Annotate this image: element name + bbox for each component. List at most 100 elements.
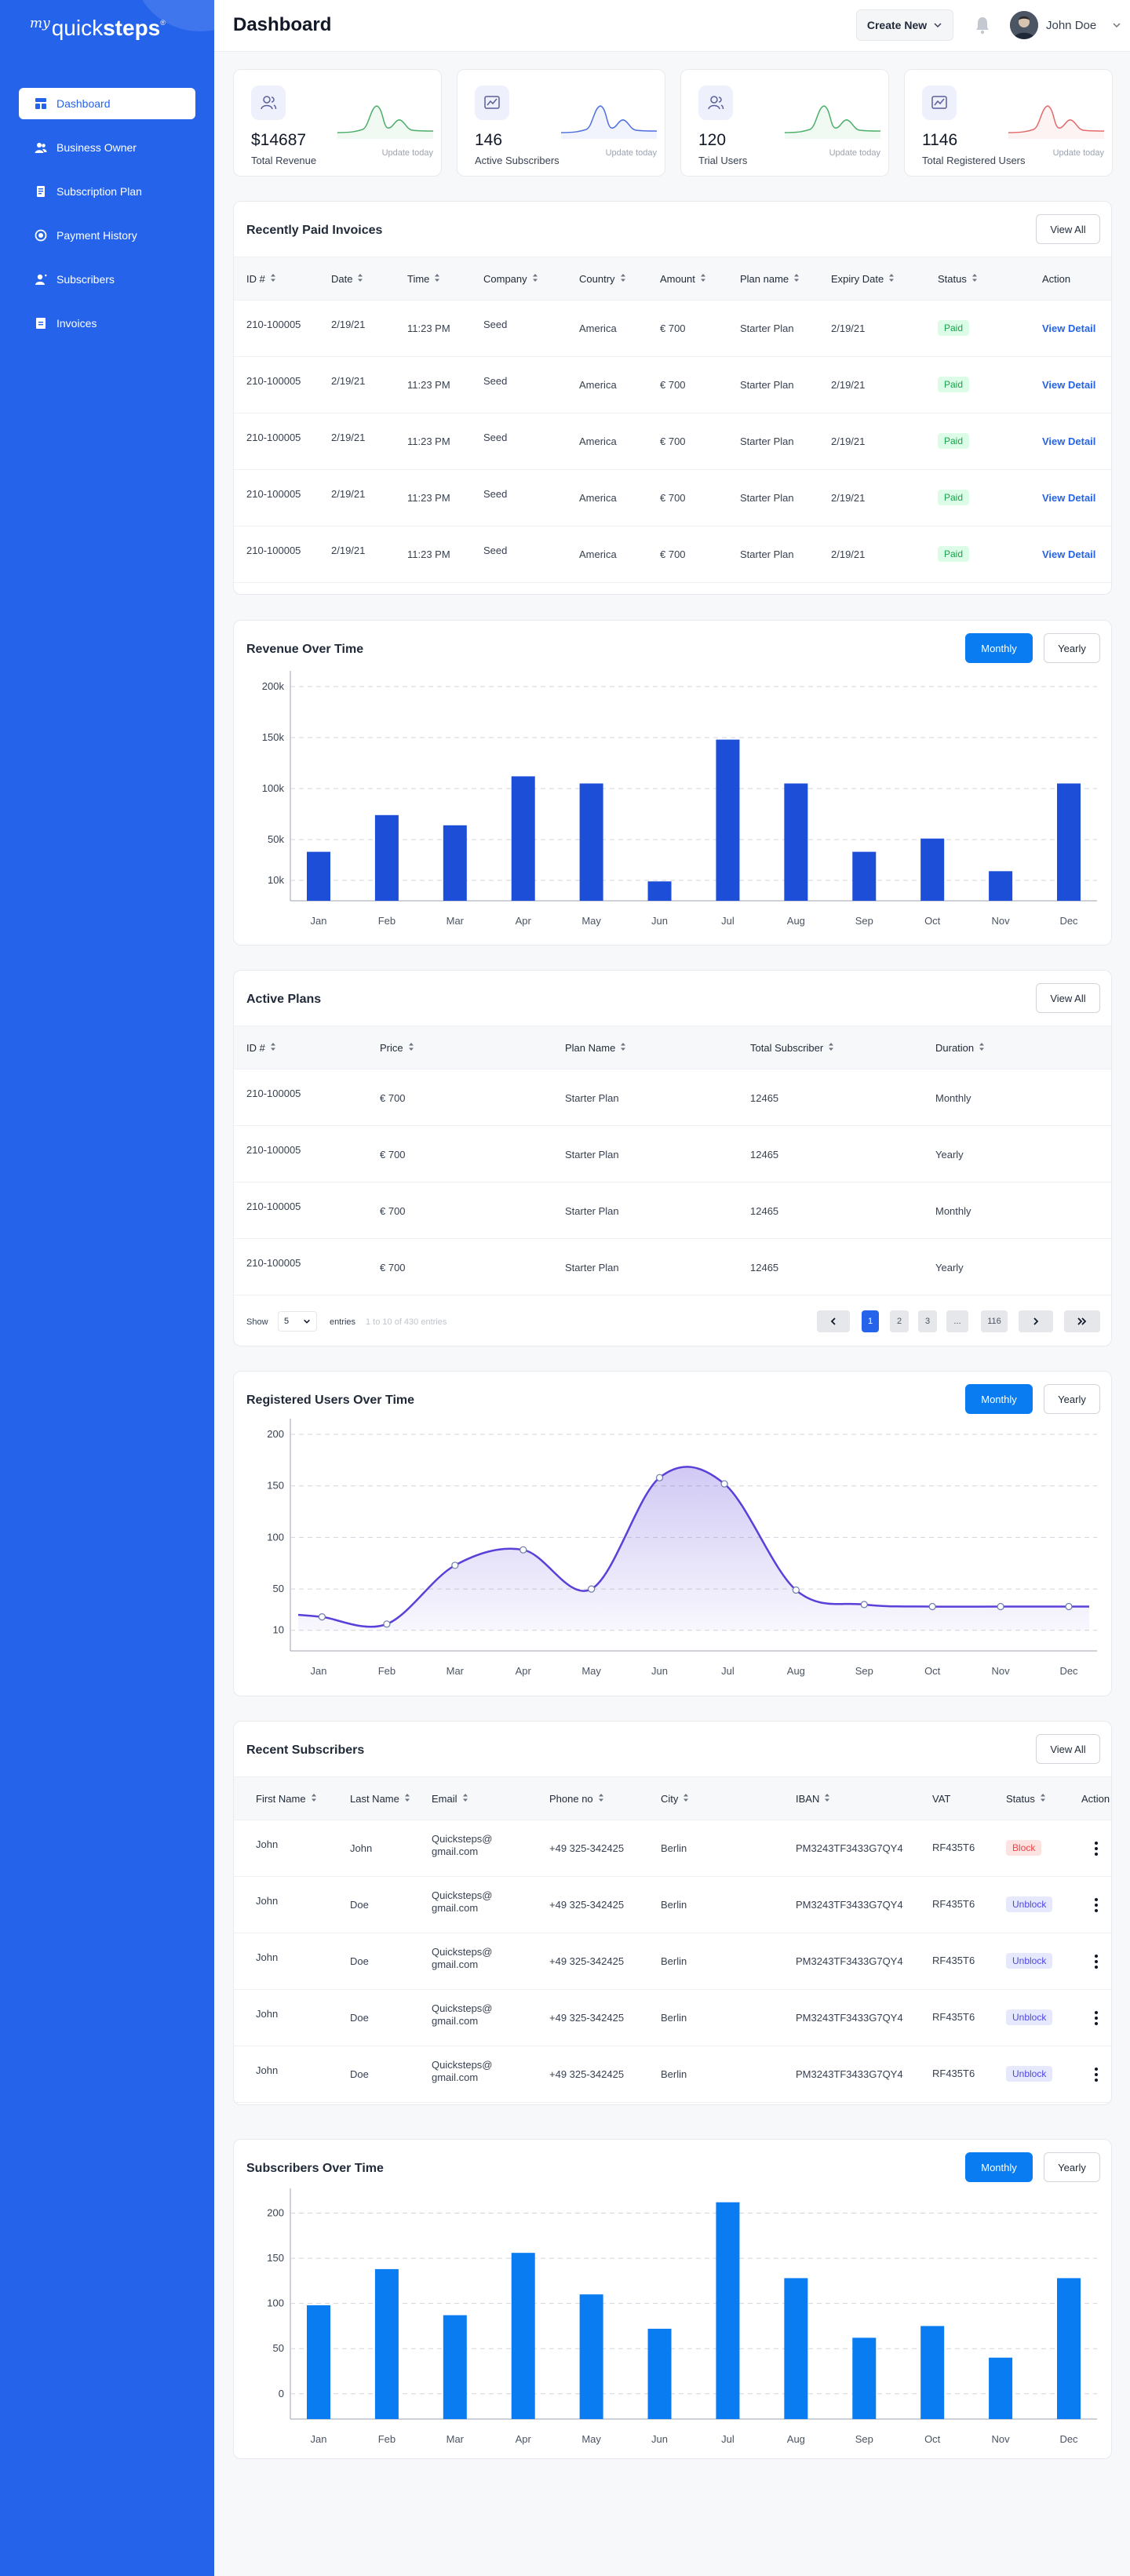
bar[interactable] <box>716 2202 740 2419</box>
last-page-button[interactable] <box>1064 1310 1100 1332</box>
data-point[interactable] <box>860 1601 868 1609</box>
bar[interactable] <box>511 2253 535 2419</box>
bar[interactable] <box>784 2278 808 2419</box>
bar[interactable] <box>920 2326 945 2419</box>
more-actions-icon[interactable] <box>1090 1839 1103 1858</box>
column-header[interactable]: Company <box>483 273 538 285</box>
column-header[interactable]: Email <box>432 1793 468 1805</box>
column-header[interactable]: ID # <box>246 273 276 285</box>
column-header[interactable]: ID # <box>246 1042 276 1054</box>
bar[interactable] <box>1057 783 1081 902</box>
view-detail-link[interactable]: View Detail <box>1042 435 1096 447</box>
user-name[interactable]: John Doe <box>1046 19 1097 32</box>
data-point[interactable] <box>451 1561 459 1569</box>
monthly-toggle-button[interactable]: Monthly <box>965 633 1033 663</box>
prev-page-button[interactable] <box>817 1310 850 1332</box>
column-header[interactable]: IBAN <box>796 1793 830 1805</box>
yearly-toggle-button[interactable]: Yearly <box>1044 633 1100 663</box>
bar[interactable] <box>784 783 808 902</box>
status-badge[interactable]: Block <box>1006 1840 1042 1856</box>
column-header[interactable]: Date <box>331 273 363 285</box>
status-badge[interactable]: Unblock <box>1006 1953 1053 1969</box>
stat-card[interactable]: $14687 Total Revenue Update today <box>233 69 442 177</box>
monthly-toggle-button[interactable]: Monthly <box>965 1384 1033 1414</box>
entries-per-page-select[interactable]: 5 <box>278 1311 317 1332</box>
page-button[interactable]: 2 <box>890 1310 909 1332</box>
data-point[interactable] <box>519 1546 527 1554</box>
column-header[interactable]: Status <box>1006 1793 1046 1805</box>
data-point[interactable] <box>655 1474 664 1481</box>
bar[interactable] <box>307 2305 330 2419</box>
create-new-button[interactable]: Create New <box>856 9 953 41</box>
bar[interactable] <box>579 783 603 902</box>
yearly-toggle-button[interactable]: Yearly <box>1044 1384 1100 1414</box>
data-point[interactable] <box>588 1585 596 1593</box>
column-header[interactable]: Last Name <box>350 1793 410 1805</box>
chevron-down-icon[interactable] <box>1112 20 1121 30</box>
next-page-button[interactable] <box>1019 1310 1053 1332</box>
avatar[interactable] <box>1010 11 1038 39</box>
page-button[interactable]: ... <box>946 1310 968 1332</box>
bar[interactable] <box>852 851 877 901</box>
sidebar-item-business-owner[interactable]: Business Owner <box>19 132 195 163</box>
bar[interactable] <box>716 739 740 901</box>
column-header[interactable]: Price <box>380 1042 414 1054</box>
data-point[interactable] <box>792 1586 800 1594</box>
bar[interactable] <box>579 2294 603 2419</box>
page-button[interactable]: 116 <box>981 1310 1008 1332</box>
view-detail-link[interactable]: View Detail <box>1042 492 1096 504</box>
monthly-toggle-button[interactable]: Monthly <box>965 2152 1033 2182</box>
stat-card[interactable]: 146 Active Subscribers Update today <box>457 69 665 177</box>
more-actions-icon[interactable] <box>1090 1896 1103 1915</box>
column-header[interactable]: Plan name <box>740 273 800 285</box>
column-header[interactable]: City <box>661 1793 689 1805</box>
bar[interactable] <box>443 2315 467 2419</box>
yearly-toggle-button[interactable]: Yearly <box>1044 2152 1100 2182</box>
sidebar-item-subscribers[interactable]: Subscribers <box>19 264 195 295</box>
data-point[interactable] <box>383 1620 391 1628</box>
column-header[interactable]: Country <box>579 273 626 285</box>
view-all-button[interactable]: View All <box>1036 1734 1100 1764</box>
more-actions-icon[interactable] <box>1090 1952 1103 1971</box>
sidebar-item-invoices[interactable]: Invoices <box>19 308 195 339</box>
view-detail-link[interactable]: View Detail <box>1042 322 1096 334</box>
view-all-button[interactable]: View All <box>1036 983 1100 1013</box>
bar[interactable] <box>374 2268 399 2419</box>
logo[interactable]: my quicksteps ® <box>30 16 166 40</box>
column-header[interactable]: Plan Name <box>565 1042 626 1054</box>
page-button[interactable]: 1 <box>862 1310 879 1332</box>
data-point[interactable] <box>720 1480 728 1488</box>
stat-card[interactable]: 120 Trial Users Update today <box>680 69 889 177</box>
column-header[interactable]: Status <box>938 273 978 285</box>
bar[interactable] <box>307 851 330 901</box>
bar[interactable] <box>989 2357 1013 2419</box>
bar[interactable] <box>920 838 945 901</box>
bar[interactable] <box>511 776 535 901</box>
status-badge[interactable]: Unblock <box>1006 2009 1053 2025</box>
view-detail-link[interactable]: View Detail <box>1042 379 1096 391</box>
bell-icon[interactable] <box>974 16 991 35</box>
data-point[interactable] <box>928 1602 936 1611</box>
column-header[interactable]: First Name <box>256 1793 317 1805</box>
data-point[interactable] <box>1065 1602 1073 1611</box>
data-point[interactable] <box>997 1602 1004 1611</box>
more-actions-icon[interactable] <box>1090 2009 1103 2028</box>
data-point[interactable] <box>318 1613 326 1621</box>
status-badge[interactable]: Unblock <box>1006 1896 1053 1912</box>
bar[interactable] <box>852 2337 877 2419</box>
bar[interactable] <box>647 881 672 901</box>
more-actions-icon[interactable] <box>1090 2065 1103 2084</box>
bar[interactable] <box>374 814 399 901</box>
bar[interactable] <box>1057 2278 1081 2419</box>
status-badge[interactable]: Unblock <box>1006 2066 1053 2082</box>
view-all-button[interactable]: View All <box>1036 214 1100 244</box>
column-header[interactable]: Total Subscriber <box>750 1042 834 1054</box>
column-header[interactable]: Expiry Date <box>831 273 895 285</box>
view-detail-link[interactable]: View Detail <box>1042 548 1096 560</box>
column-header[interactable]: Time <box>407 273 440 285</box>
sidebar-item-dashboard[interactable]: Dashboard <box>19 88 195 119</box>
stat-card[interactable]: 1146 Total Registered Users Update today <box>904 69 1113 177</box>
bar[interactable] <box>989 871 1013 901</box>
sidebar-item-payment-history[interactable]: Payment History <box>19 220 195 251</box>
column-header[interactable]: Duration <box>935 1042 985 1054</box>
